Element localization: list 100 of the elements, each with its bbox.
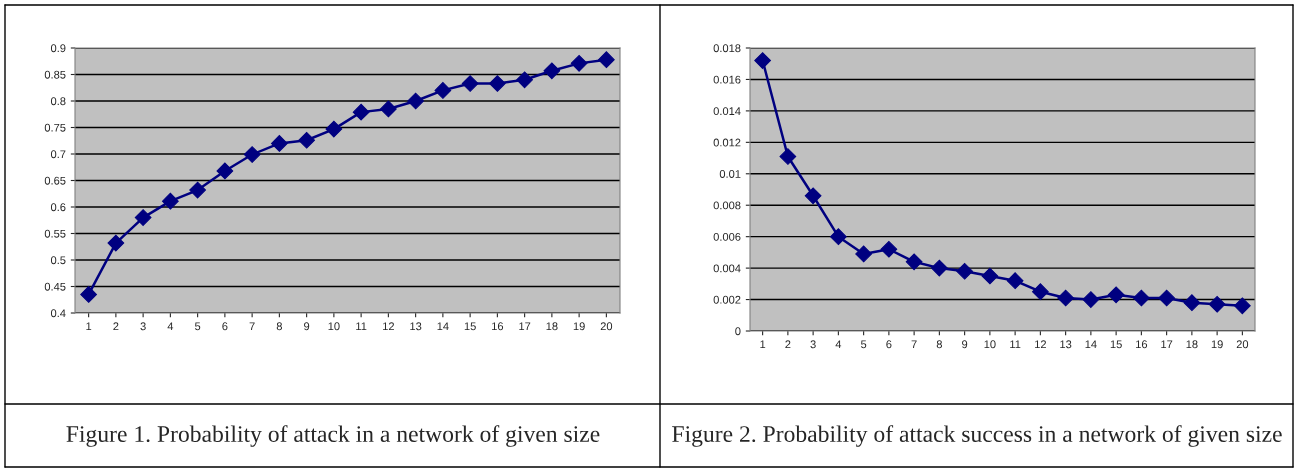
- x-tick-label: 5: [194, 322, 201, 331]
- x-tick-label: 3: [140, 322, 146, 331]
- x-tick-label: 18: [1186, 340, 1198, 349]
- x-tick-label: 20: [600, 322, 613, 331]
- x-tick-label: 4: [167, 322, 174, 331]
- x-tick-label: 11: [1010, 340, 1021, 349]
- x-tick-label: 9: [962, 340, 968, 349]
- x-tick-label: 15: [1110, 340, 1122, 349]
- y-tick-label: 0: [735, 327, 741, 336]
- x-tick-label: 10: [984, 340, 996, 349]
- x-tick-label: 12: [383, 322, 394, 331]
- x-tick-label: 20: [1236, 340, 1249, 349]
- point: [1082, 291, 1100, 308]
- point: [189, 181, 206, 199]
- x-tick-label: 13: [1060, 340, 1072, 349]
- point: [162, 192, 179, 210]
- point: [216, 162, 234, 180]
- y-tick-label: 0.85: [44, 70, 66, 79]
- y-tick-label: 0.004: [713, 264, 741, 273]
- point: [543, 62, 561, 80]
- point: [779, 148, 797, 165]
- point: [570, 54, 588, 72]
- x-tick-label: 17: [1161, 340, 1173, 349]
- x-tick-label: 12: [1035, 340, 1046, 349]
- point: [107, 234, 125, 252]
- y-tick-label: 0.55: [44, 229, 66, 238]
- text: Figure 2. Probability of attack success in a network of given size: [672, 425, 1282, 447]
- point: [325, 120, 343, 138]
- x-tick-label: 11: [356, 322, 367, 331]
- x-tick-label: 1: [760, 340, 766, 349]
- y-tick-label: 0.45: [44, 282, 66, 291]
- x-tick-label: 5: [860, 340, 867, 349]
- y-tick-label: 0.7: [50, 150, 66, 159]
- point: [380, 100, 397, 118]
- point: [461, 75, 479, 92]
- x-tick-label: 19: [573, 322, 585, 331]
- point: [1057, 289, 1074, 307]
- x-tick-label: 8: [276, 322, 282, 331]
- point: [434, 82, 452, 99]
- point: [880, 240, 898, 258]
- x-tick-label: 3: [810, 340, 816, 349]
- x-tick-label: 17: [519, 322, 531, 331]
- point: [298, 131, 315, 149]
- y-tick-label: 0.75: [44, 123, 66, 132]
- point: [243, 146, 261, 163]
- point: [981, 267, 999, 285]
- point: [905, 253, 923, 271]
- point: [1107, 286, 1125, 304]
- point: [804, 187, 822, 205]
- y-tick-label: 0.016: [713, 75, 741, 84]
- x-tick-label: 10: [328, 322, 340, 331]
- point: [1234, 297, 1251, 315]
- point: [1006, 272, 1024, 290]
- text: Figure 1. Probability of attack in a network of given size: [66, 425, 600, 447]
- point: [1208, 295, 1226, 313]
- x-tick-label: 8: [936, 340, 942, 349]
- point: [1183, 294, 1201, 312]
- x-tick-label: 9: [304, 322, 310, 331]
- x-tick-label: 7: [911, 340, 917, 349]
- x-tick-label: 16: [492, 322, 504, 331]
- point: [956, 262, 973, 280]
- point: [1158, 289, 1175, 307]
- point: [489, 75, 506, 92]
- point: [754, 52, 771, 69]
- point: [271, 135, 288, 152]
- x-tick-label: 2: [785, 340, 791, 349]
- y-tick-label: 0.6: [50, 203, 66, 212]
- y-tick-label: 0.9: [50, 44, 66, 53]
- y-tick-label: 0.002: [713, 295, 741, 304]
- point: [407, 92, 424, 110]
- point: [1133, 289, 1150, 307]
- point: [352, 103, 370, 121]
- point: [80, 286, 97, 303]
- y-tick-label: 0.006: [713, 232, 741, 241]
- x-tick-label: 16: [1136, 340, 1148, 349]
- y-tick-label: 0.8: [50, 97, 66, 106]
- y-tick-label: 0.014: [713, 107, 741, 116]
- y-tick-label: 0.5: [50, 256, 66, 265]
- point: [1032, 283, 1049, 301]
- y-tick-label: 0.4: [50, 309, 66, 318]
- x-tick-label: 18: [546, 322, 558, 331]
- x-tick-label: 19: [1211, 340, 1223, 349]
- x-tick-label: 7: [249, 322, 255, 331]
- x-tick-label: 6: [222, 322, 228, 331]
- x-tick-label: 6: [886, 340, 892, 349]
- y-tick-label: 0.012: [713, 138, 741, 147]
- x-tick-label: 13: [410, 322, 422, 331]
- x-tick-label: 14: [437, 322, 449, 331]
- point: [134, 209, 152, 226]
- point: [598, 51, 615, 69]
- point: [855, 245, 872, 263]
- y-tick-label: 0.01: [719, 170, 741, 178]
- x-tick-label: 14: [1085, 340, 1097, 349]
- x-tick-label: 15: [464, 322, 476, 331]
- y-tick-label: 0.65: [44, 176, 66, 185]
- point: [931, 259, 948, 277]
- x-tick-label: 4: [835, 340, 842, 349]
- x-tick-label: 2: [113, 322, 119, 331]
- point: [516, 71, 533, 89]
- x-tick-label: 1: [86, 322, 92, 331]
